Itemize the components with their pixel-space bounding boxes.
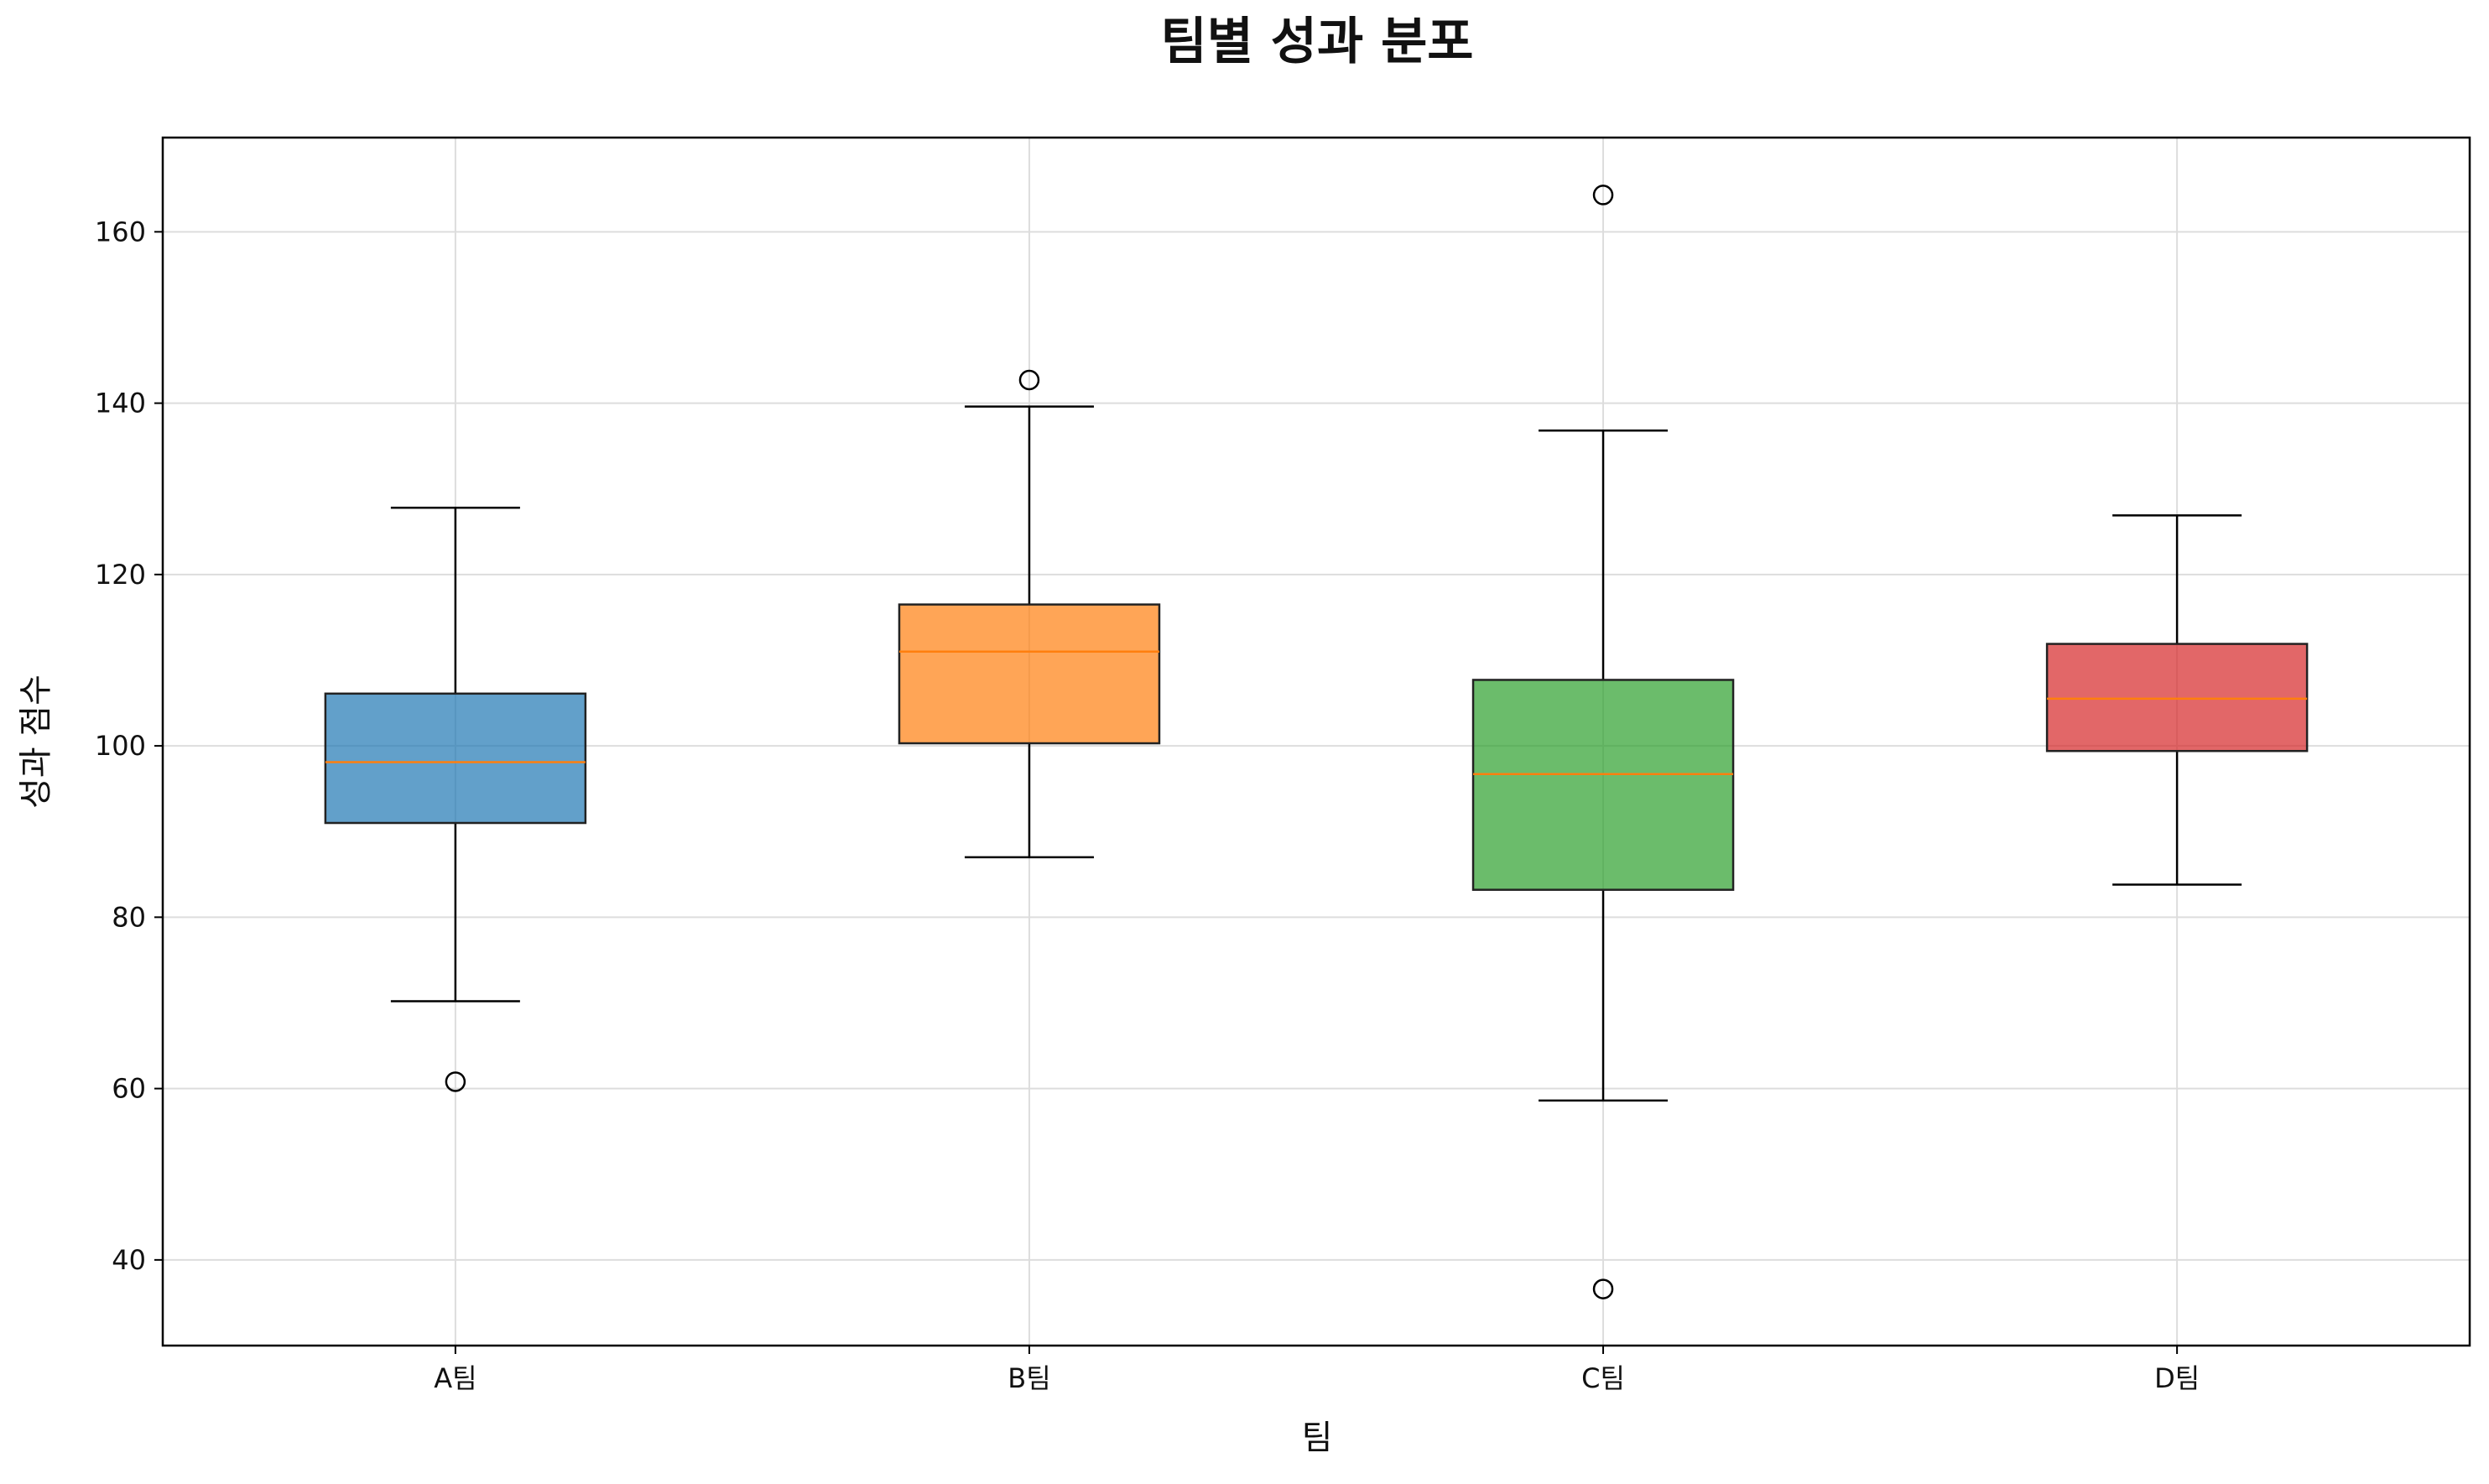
x-axis: A팀 B팀 C팀 D팀 (434, 1346, 2200, 1394)
box-4 (2045, 514, 2309, 886)
y-tick-label: 120 (95, 559, 146, 591)
y-tick-label: 140 (95, 388, 146, 419)
y-tick-label: 80 (112, 901, 146, 933)
x-tick-label: D팀 (2154, 1362, 2200, 1394)
y-axis: 40 60 80 100 120 140 160 (95, 216, 163, 1276)
box-body (898, 603, 1161, 745)
box-body (324, 692, 587, 825)
x-axis-label: 팀 (1302, 1419, 1333, 1457)
outlier-point (1592, 1278, 1614, 1299)
y-tick-label: 40 (112, 1244, 146, 1276)
outlier-point (1018, 369, 1040, 391)
box-2 (898, 369, 1161, 859)
outlier-point (445, 1071, 466, 1092)
box-body (1471, 679, 1735, 891)
y-tick-label: 100 (95, 730, 146, 762)
y-tick-label: 160 (95, 216, 146, 247)
box-body (2045, 643, 2309, 752)
outlier-point (1592, 185, 1614, 206)
box-1 (324, 506, 587, 1092)
y-tick-label: 60 (112, 1073, 146, 1105)
x-tick-label: A팀 (434, 1362, 476, 1394)
box-series (324, 185, 2309, 1299)
x-tick-label: B팀 (1008, 1362, 1050, 1394)
chart-title: 팀별 성과 분포 (1161, 13, 1474, 71)
plot-frame (161, 136, 2471, 1347)
y-axis-label: 성과 점수 (17, 674, 55, 809)
box-3 (1471, 185, 1735, 1299)
x-tick-label: C팀 (1581, 1362, 1625, 1394)
